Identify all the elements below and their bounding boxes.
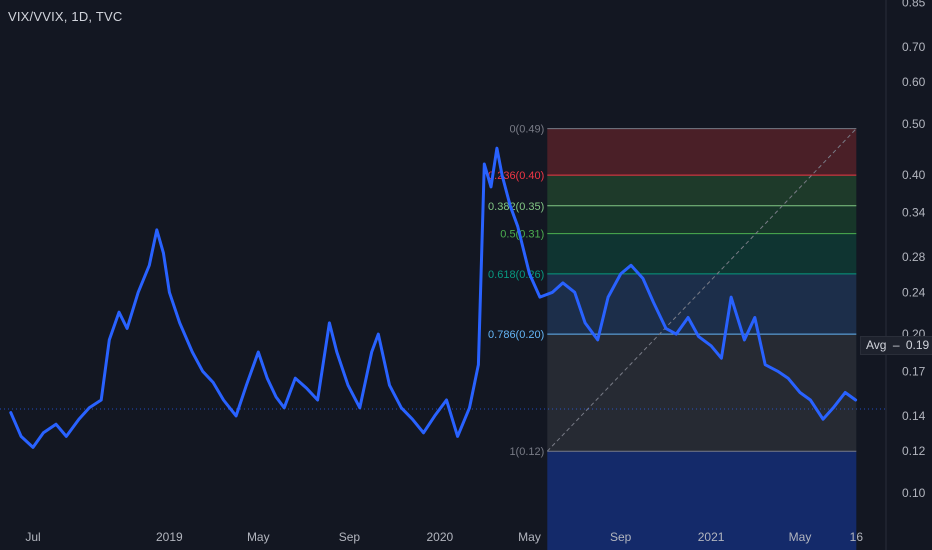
fib-zone <box>547 205 857 234</box>
time-tick-label: 2019 <box>156 530 183 544</box>
time-axis[interactable]: Jul 2019 May Sep 2020 May Sep 2021 May 16 <box>25 530 863 544</box>
time-tick-label: Sep <box>339 530 361 544</box>
fib-level-label: 0(0.49) <box>509 124 544 136</box>
fib-trend-line <box>546 128 857 452</box>
price-tick-label: 0.85 <box>902 0 926 9</box>
fib-level-label: 0.382(0.35) <box>488 201 544 213</box>
price-tick-label: 0.60 <box>902 75 926 89</box>
price-tick-label: 0.50 <box>902 117 926 131</box>
time-tick-label: May <box>247 530 270 544</box>
fib-level-label: 0.236(0.40) <box>488 170 544 182</box>
fib-zone <box>547 128 857 176</box>
time-tick-label: 2021 <box>698 530 725 544</box>
series-line <box>9 146 858 449</box>
fib-zone <box>547 334 857 452</box>
time-tick-label: Sep <box>610 530 632 544</box>
price-tick-label: 0.17 <box>902 364 926 378</box>
price-tick-label: 0.70 <box>902 40 926 54</box>
fib-zone <box>547 175 857 206</box>
fib-zone <box>547 233 857 274</box>
symbol-title[interactable]: VIX/VVIX, 1D, TVC <box>8 9 123 24</box>
fib-level-label: 0.5(0.31) <box>500 229 544 241</box>
price-tick-label: 0.34 <box>902 205 926 219</box>
time-tick-label: May <box>518 530 541 544</box>
fib-level-label: 0.786(0.20) <box>488 329 544 341</box>
fib-level-label: 1(0.12) <box>509 446 544 458</box>
fibonacci-retracement[interactable]: 0(0.49) 0.236(0.40) 0.382(0.35) 0.5(0.31) 0.… <box>488 124 857 550</box>
avg-badge: Avg – 0.19 <box>860 336 932 355</box>
price-tick-label: 0.10 <box>902 486 926 500</box>
avg-badge-separator: – <box>892 338 900 352</box>
price-tick-label: 0.40 <box>902 168 926 182</box>
series-layer <box>9 146 858 449</box>
avg-badge-label: Avg <box>866 338 887 352</box>
fib-zone-extension <box>547 451 857 550</box>
price-tick-label: 0.24 <box>902 285 926 299</box>
avg-badge-value: 0.19 <box>905 338 930 352</box>
price-axis[interactable]: 0.850.700.600.500.400.340.280.240.200.17… <box>902 0 926 500</box>
fib-level-label: 0.618(0.26) <box>488 269 544 281</box>
price-tick-label: 0.28 <box>902 250 926 264</box>
price-tick-label: 0.14 <box>902 409 926 423</box>
time-tick-label: Jul <box>25 530 40 544</box>
time-tick-label: 16 <box>850 530 864 544</box>
fib-zone <box>547 273 857 335</box>
price-tick-label: 0.12 <box>902 444 926 458</box>
time-tick-label: May <box>789 530 812 544</box>
time-tick-label: 2020 <box>426 530 453 544</box>
